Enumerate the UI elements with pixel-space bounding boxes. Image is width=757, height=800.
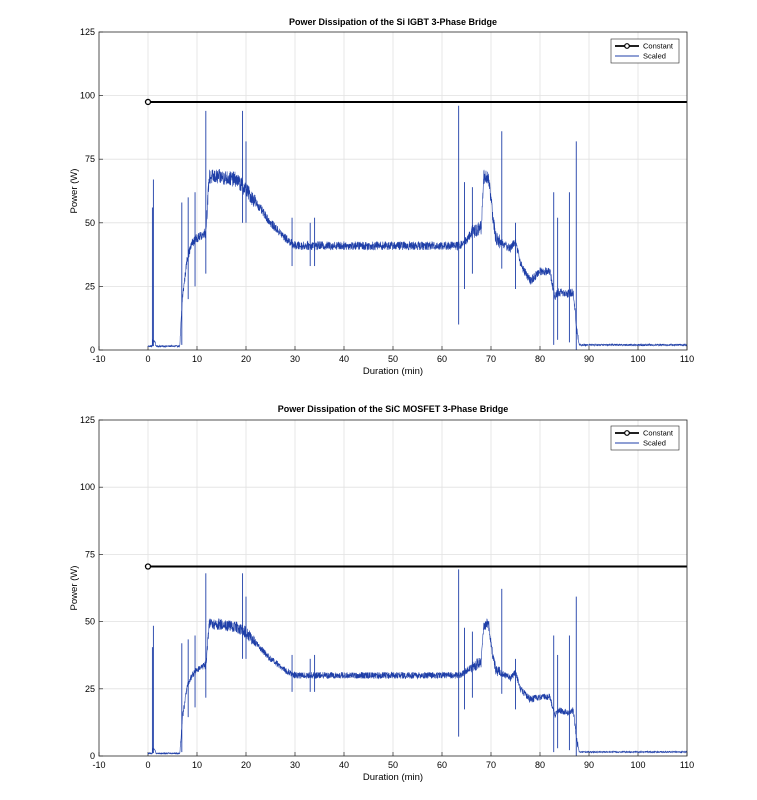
grid: [98, 31, 688, 351]
y-tick-label: 125: [80, 415, 95, 425]
x-tick-label: 40: [339, 354, 349, 364]
legend: Constant Scaled: [610, 425, 680, 451]
chart-sic-mosfet: -10 0 10 20 30 40 50 60 70 80 90 100 110 02550751001…: [69, 404, 694, 783]
x-tick-label: 100: [630, 760, 645, 770]
x-tick-label: 10: [192, 354, 202, 364]
axes-box: [98, 419, 688, 757]
series-scaled-line: [147, 169, 688, 349]
y-tick-label: 100: [80, 482, 95, 492]
y-tick-labels: 0 25 50 75 100 125: [80, 27, 95, 355]
x-tick-label: 20: [241, 354, 251, 364]
y-tick-label: 0: [90, 751, 95, 761]
legend-box: [610, 38, 680, 64]
x-tick-label: 80: [535, 760, 545, 770]
x-tick-label: 80: [535, 354, 545, 364]
series-constant-marker: [144, 98, 152, 106]
y-axis-label: Power (W): [69, 169, 80, 214]
x-tick-label: -10: [92, 354, 105, 364]
x-axis-label: Duration (min): [363, 366, 423, 377]
y-tick-label: 125: [80, 27, 95, 37]
y-tick-labels: 0 25 50 75 100 125: [80, 415, 95, 761]
legend-constant-marker: [624, 43, 630, 49]
y-tick-label: 50: [85, 218, 95, 228]
x-tick-label: -10: [92, 760, 105, 770]
y-tick-label: 25: [85, 684, 95, 694]
x-tick-labels: -10 0 10 20 30 40 50 60 70 80 90 100 110: [92, 354, 694, 364]
x-tick-label: 20: [241, 760, 251, 770]
y-tick-label: 25: [85, 281, 95, 291]
chart-title: Power Dissipation of the SiC MOSFET 3-Ph…: [278, 404, 509, 414]
x-tick-label: 60: [437, 354, 447, 364]
axes-box: [98, 31, 688, 351]
x-tick-label: 60: [437, 760, 447, 770]
legend-constant-label: Constant: [643, 429, 674, 438]
x-tick-label: 0: [145, 354, 150, 364]
series-layer: [144, 563, 688, 756]
x-tick-label: 50: [388, 354, 398, 364]
x-tick-label: 30: [290, 354, 300, 364]
x-tick-label: 110: [680, 354, 694, 364]
x-tick-label: 70: [486, 354, 496, 364]
y-tick-label: 75: [85, 154, 95, 164]
legend-scaled-label: Scaled: [643, 52, 666, 61]
x-tick-label: 50: [388, 760, 398, 770]
y-tick-label: 100: [80, 91, 95, 101]
series-constant-marker: [144, 563, 152, 570]
y-tick-label: 50: [85, 617, 95, 627]
legend-scaled-label: Scaled: [643, 439, 666, 448]
series-scaled-line: [147, 618, 688, 755]
x-tick-label: 90: [584, 354, 594, 364]
grid: [98, 419, 688, 757]
x-tick-label: 0: [145, 760, 150, 770]
legend: Constant Scaled: [610, 38, 680, 64]
y-tick-label: 75: [85, 549, 95, 559]
series-layer: [144, 98, 688, 350]
chart-title: Power Dissipation of the Si IGBT 3-Phase…: [289, 17, 497, 27]
x-tick-label: 90: [584, 760, 594, 770]
chart-si-igbt: -10 0 10 20 30 40 50 60 70 80 90 100 110 02550751001…: [69, 17, 694, 377]
x-axis-label: Duration (min): [363, 772, 423, 783]
x-tick-labels: -10 0 10 20 30 40 50 60 70 80 90 100 110: [92, 760, 694, 770]
y-tick-label: 0: [90, 345, 95, 355]
legend-constant-marker: [624, 430, 630, 436]
x-tick-label: 30: [290, 760, 300, 770]
x-tick-label: 10: [192, 760, 202, 770]
x-tick-label: 40: [339, 760, 349, 770]
y-axis-label: Power (W): [69, 566, 80, 611]
x-tick-label: 100: [630, 354, 645, 364]
legend-constant-label: Constant: [643, 42, 674, 51]
legend-box: [610, 425, 680, 451]
x-tick-label: 70: [486, 760, 496, 770]
x-tick-label: 110: [680, 760, 694, 770]
